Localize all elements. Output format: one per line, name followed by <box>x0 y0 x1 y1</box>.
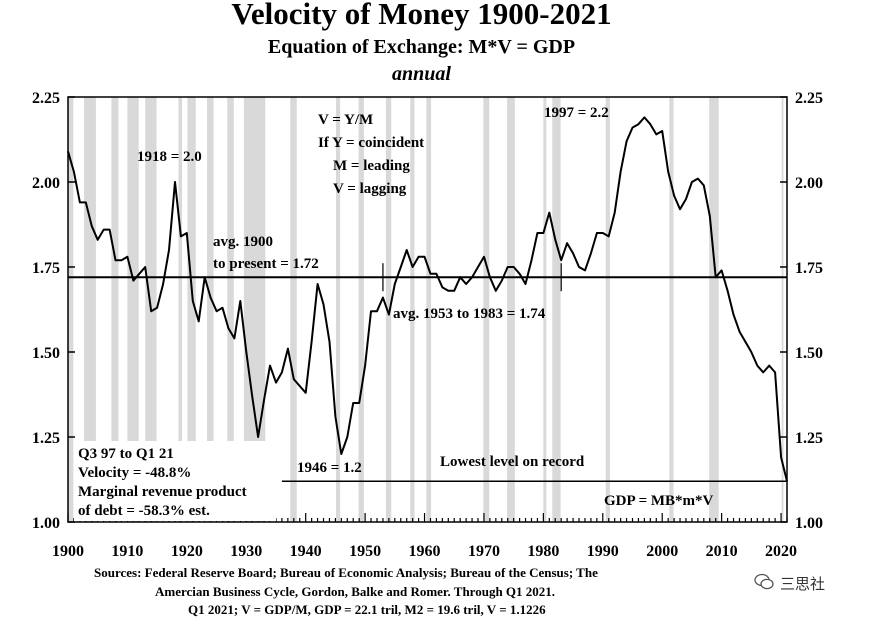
x-tick-label: 1900 <box>52 543 84 560</box>
x-tick-label: 1980 <box>527 543 559 560</box>
tick-labels: 1.00 1.00 1.25 1.25 1.50 1.50 1.75 1.75 2.00 2.00… <box>32 90 823 560</box>
recession-band-22 <box>709 97 719 522</box>
box-line-2: Velocity = -48.8% <box>78 465 191 481</box>
recession-band-2 <box>111 97 119 522</box>
x-tick-label: 1960 <box>409 543 441 560</box>
recession-band-5 <box>178 97 183 522</box>
x-tick-label: 1930 <box>230 543 262 560</box>
recession-band-20 <box>605 97 610 522</box>
y-tick-label-left: 2.25 <box>32 90 60 107</box>
x-tick-label: 1970 <box>468 543 500 560</box>
x-tick-label: 2000 <box>646 543 678 560</box>
recession-band-7 <box>207 97 214 522</box>
box-line-4: of debt = -58.3% est. <box>78 503 210 519</box>
chart-subsubtitle: annual <box>392 63 451 85</box>
peak-1997-label: 1997 = 2.2 <box>544 105 609 121</box>
recession-band-3 <box>127 97 139 522</box>
y-tick-label-right: 2.00 <box>795 175 823 192</box>
box-line-3: Marginal revenue product <box>78 484 247 500</box>
y-tick-label-right: 1.25 <box>795 430 823 447</box>
eq-v-label: V = Y/M <box>318 112 373 128</box>
recession-band-21 <box>669 97 674 522</box>
recession-band-9 <box>243 97 266 522</box>
recession-band-11 <box>335 97 341 522</box>
recession-band-10 <box>290 97 297 522</box>
y-tick-label-left: 1.75 <box>32 260 60 277</box>
eq-m-label: M = leading <box>333 158 410 174</box>
recession-band-12 <box>358 97 364 522</box>
annotation-box-bg <box>74 441 276 521</box>
annotation-box <box>74 441 276 521</box>
recession-band-0 <box>68 97 74 522</box>
y-tick-label-left: 1.50 <box>32 345 60 362</box>
lowest-level-label: Lowest level on record <box>440 454 585 470</box>
recession-band-19 <box>552 97 561 522</box>
sources-line-1: Sources: Federal Reserve Board; Bureau o… <box>94 565 598 580</box>
wechat-icon <box>754 573 774 590</box>
x-tick-label: 1940 <box>290 543 322 560</box>
x-tick-label: 2010 <box>706 543 738 560</box>
avg-label-line1: avg. 1900 <box>213 234 273 250</box>
recession-band-13 <box>385 97 392 522</box>
recession-band-14 <box>410 97 415 522</box>
velocity-line <box>67 116 788 482</box>
y-tick-label-right: 1.00 <box>795 515 823 532</box>
x-tick-label: 1910 <box>111 543 143 560</box>
recession-bands <box>68 97 784 522</box>
reference-lines <box>68 263 787 482</box>
peak-1918-label: 1918 = 2.0 <box>137 149 202 165</box>
recession-band-17 <box>507 97 515 522</box>
x-tick-label: 1920 <box>171 543 203 560</box>
sources-line-2: Amercian Business Cycle, Gordon, Balke a… <box>155 584 556 599</box>
y-tick-label-left: 2.00 <box>32 175 60 192</box>
gdp-equation-label: GDP = MB*m*V <box>604 493 714 509</box>
x-tick-label: 1990 <box>587 543 619 560</box>
avg-1953-1983-label: avg. 1953 to 1983 = 1.74 <box>393 306 546 322</box>
sources-line-3: Q1 2021; V = GDP/M, GDP = 22.1 tril, M2 … <box>188 602 546 617</box>
x-tick-label: 1950 <box>349 543 381 560</box>
y-tick-label-right: 2.25 <box>795 90 823 107</box>
y-tick-label-right: 1.50 <box>795 345 823 362</box>
y-tick-label-left: 1.25 <box>32 430 60 447</box>
recession-band-6 <box>187 97 196 522</box>
recession-band-16 <box>483 97 490 522</box>
low-1946-label: 1946 = 1.2 <box>297 460 362 476</box>
recession-band-23 <box>781 97 784 522</box>
chart-title: Velocity of Money 1900-2021 <box>231 0 612 31</box>
eq-y-label: If Y = coincident <box>318 135 424 151</box>
recession-band-15 <box>426 97 432 522</box>
plot-frame <box>67 96 788 523</box>
y-tick-label-right: 1.75 <box>795 260 823 277</box>
box-line-1: Q3 97 to Q1 21 <box>78 446 174 462</box>
x-tick-label: 2020 <box>765 543 797 560</box>
recession-band-1 <box>84 97 96 522</box>
recession-band-18 <box>543 97 547 522</box>
avg-label-line2: to present = 1.72 <box>213 256 319 272</box>
y-tick-label-left: 1.00 <box>32 515 60 532</box>
recession-band-8 <box>227 97 234 522</box>
watermark: 三思社 <box>780 575 826 593</box>
eq-lag-label: V = lagging <box>333 181 407 197</box>
chart-subtitle: Equation of Exchange: M*V = GDP <box>267 36 576 58</box>
